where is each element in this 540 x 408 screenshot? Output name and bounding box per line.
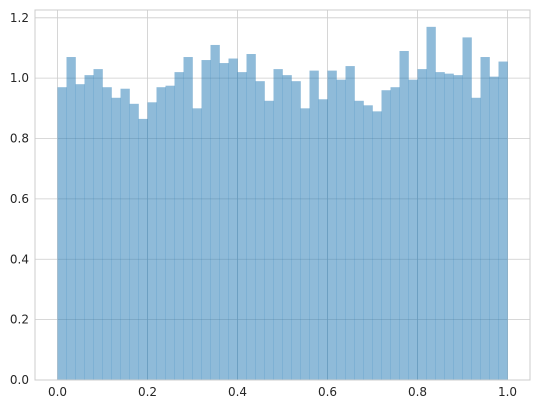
histogram-bar — [462, 37, 472, 380]
histogram-bar — [102, 87, 112, 381]
histogram-bar — [246, 54, 256, 380]
histogram-bar — [129, 103, 139, 380]
x-tick-labels: 0.0 0.2 0.4 0.6 0.8 1.0 — [48, 385, 517, 399]
y-tick-label: 1.2 — [10, 11, 29, 25]
histogram-bar — [201, 60, 211, 380]
y-tick-label: 0.8 — [10, 132, 29, 146]
histogram-bar — [273, 69, 283, 380]
histogram-bar — [219, 63, 229, 381]
histogram-bar — [165, 85, 175, 381]
histogram-bar — [417, 69, 427, 380]
y-tick-label: 0.6 — [10, 192, 29, 206]
histogram-bar — [408, 79, 418, 380]
histogram-bar — [237, 72, 247, 380]
histogram-bar — [453, 75, 463, 380]
y-tick-label: 0.0 — [10, 373, 29, 387]
histogram-bar — [138, 118, 148, 380]
y-tick-labels: 0.0 0.2 0.4 0.6 0.8 1.0 1.2 — [10, 11, 29, 387]
plot-frame — [34, 9, 531, 381]
histogram-bar — [93, 69, 103, 380]
x-tick-label: 1.0 — [498, 385, 517, 399]
histogram-bar — [210, 44, 220, 381]
histogram-bar — [111, 97, 121, 380]
histogram-bar — [228, 58, 238, 380]
histogram-bar — [471, 97, 481, 380]
histogram-bar — [435, 72, 445, 380]
x-tick-label: 0.6 — [318, 385, 337, 399]
histogram-bar — [66, 57, 76, 380]
histogram-bar — [489, 76, 499, 380]
x-tick-label: 0.0 — [48, 385, 67, 399]
histogram-bar — [291, 81, 301, 380]
histogram-bar — [372, 111, 382, 380]
histogram-bar — [327, 70, 337, 380]
histogram-bar — [354, 100, 364, 380]
histogram-bar — [480, 57, 490, 380]
histogram-bar — [75, 84, 85, 380]
histogram-bar — [390, 87, 400, 381]
histogram-bar — [174, 72, 184, 380]
histogram-bars — [57, 26, 508, 381]
histogram-bar — [282, 75, 292, 380]
histogram-bar — [192, 108, 202, 381]
histogram-bar — [147, 102, 157, 380]
histogram-bar — [363, 105, 373, 380]
x-tick-label: 0.2 — [138, 385, 157, 399]
histogram-bar — [498, 61, 508, 380]
histogram-bar — [381, 90, 391, 381]
histogram-bar — [426, 26, 436, 381]
histogram-bar — [156, 87, 166, 381]
histogram-bar — [399, 50, 409, 381]
y-tick-label: 0.2 — [10, 313, 29, 327]
y-tick-label: 1.0 — [10, 71, 29, 85]
histogram-bar — [444, 73, 454, 380]
histogram-bar — [183, 57, 193, 380]
x-tick-label: 0.4 — [228, 385, 247, 399]
histogram-bar — [309, 70, 319, 380]
histogram-bar — [318, 99, 328, 380]
y-tick-label: 0.4 — [10, 252, 29, 266]
histogram-bar — [300, 108, 310, 381]
histogram-bar — [336, 79, 346, 380]
histogram-bar — [255, 81, 265, 380]
histogram-bar — [84, 75, 94, 380]
histogram-bar — [345, 66, 355, 381]
histogram-bar — [264, 100, 274, 380]
histogram-bar — [57, 87, 67, 381]
x-tick-label: 0.8 — [408, 385, 427, 399]
histogram-bar — [120, 88, 130, 381]
